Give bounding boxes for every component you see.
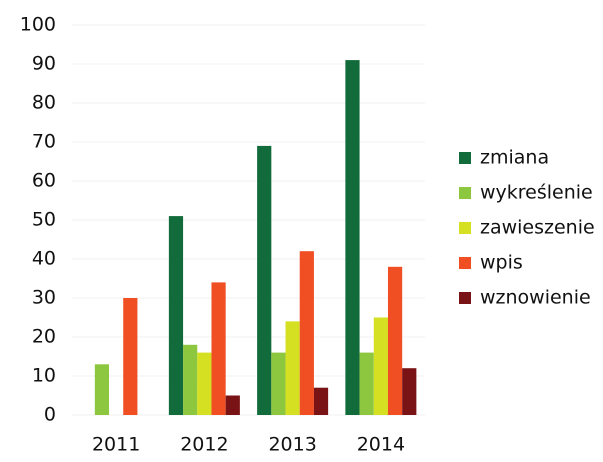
- y-tick-label: 20: [32, 326, 56, 348]
- bar: [257, 145, 272, 415]
- legend-label: zawieszenie: [480, 217, 595, 239]
- y-tick-label: 90: [32, 53, 56, 75]
- y-tick-label: 40: [32, 248, 56, 270]
- y-tick-label: 0: [44, 404, 56, 426]
- legend-swatch: [459, 257, 471, 269]
- legend-swatch: [459, 187, 471, 199]
- legend-label: wykreślenie: [480, 182, 593, 204]
- bar: [345, 60, 360, 415]
- legend-label: wpis: [480, 252, 523, 274]
- legend-swatch: [459, 222, 471, 234]
- bar: [402, 368, 417, 415]
- bar: [359, 352, 374, 415]
- x-tick-label: 2012: [180, 434, 228, 456]
- y-tick-label: 50: [32, 209, 56, 231]
- bar: [271, 352, 286, 415]
- y-tick-label: 80: [32, 92, 56, 114]
- x-tick-label: 2013: [268, 434, 316, 456]
- x-tick-label: 2014: [357, 434, 405, 456]
- x-tick-label: 2011: [92, 434, 140, 456]
- bar: [299, 251, 314, 415]
- bar: [225, 395, 240, 415]
- y-tick-label: 30: [32, 287, 56, 309]
- y-tick-label: 10: [32, 365, 56, 387]
- bar: [123, 298, 138, 415]
- y-tick-label: 60: [32, 170, 56, 192]
- y-tick-label: 100: [20, 14, 56, 36]
- bar: [168, 216, 184, 415]
- y-tick-label: 70: [32, 131, 56, 153]
- bar: [197, 352, 212, 415]
- legend-label: wznowienie: [480, 287, 591, 309]
- bar: [285, 321, 300, 415]
- bar: [387, 266, 403, 415]
- bar: [94, 364, 110, 415]
- bar: [313, 387, 329, 415]
- bar: [373, 317, 388, 415]
- legend-label: zmiana: [480, 147, 549, 169]
- legend-swatch: [459, 152, 471, 164]
- bar: [183, 344, 198, 415]
- legend-swatch: [459, 292, 471, 304]
- bar: [211, 282, 226, 415]
